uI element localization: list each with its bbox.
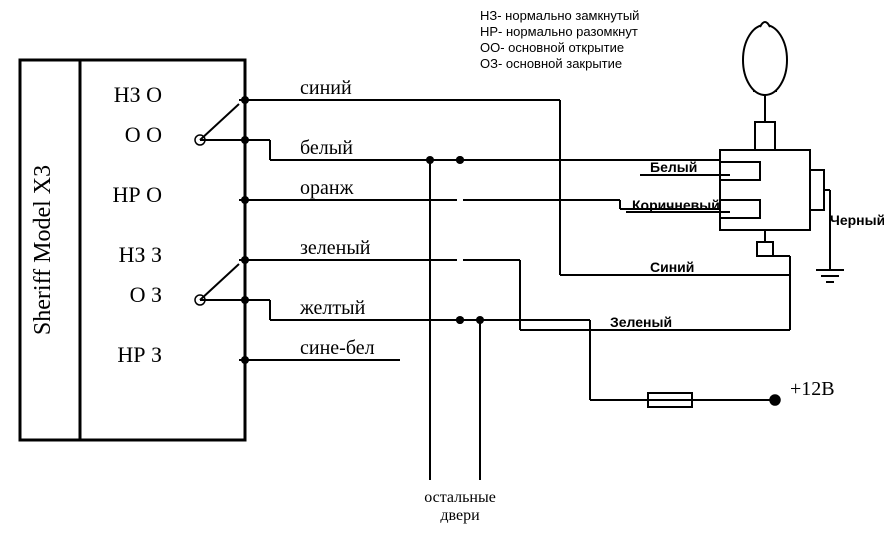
module-title: Sheriff Model X3 <box>30 165 56 335</box>
act-label-green: Зеленый <box>610 314 672 330</box>
act-label-black: Черный <box>830 212 884 228</box>
legend-line-1: НР- нормально разомкнут <box>480 24 638 39</box>
legend-line-0: НЗ- нормально замкнутый <box>480 8 639 23</box>
wire-label-yellow: желтый <box>299 297 366 319</box>
doors-caption-2: двери <box>440 507 480 524</box>
act-label-white: Белый <box>650 159 697 175</box>
pin-label-o_z: О З <box>130 282 162 307</box>
pin-label-nz_o: НЗ О <box>114 82 162 107</box>
legend-line-3: ОЗ- основной закрытие <box>480 56 622 71</box>
pin-label-o_o: О О <box>125 122 162 147</box>
wire-label-orange: оранж <box>300 177 354 199</box>
wire-label-white: белый <box>300 137 353 159</box>
power-label: +12В <box>790 378 835 400</box>
wire-label-blue: синий <box>300 77 352 99</box>
wire-label-bluewhite: сине-бел <box>300 337 375 359</box>
pin-label-np_z: НР З <box>117 342 162 367</box>
wire-label-green: зеленый <box>300 237 371 259</box>
legend-line-2: ОО- основной открытие <box>480 40 624 55</box>
doors-caption-1: остальные <box>424 489 496 506</box>
act-label-blue: Синий <box>650 259 694 275</box>
actuator-bulb <box>743 25 787 95</box>
act-label-brown: Коричневый <box>632 197 720 213</box>
pin-label-nz_z: НЗ З <box>119 242 162 267</box>
pin-label-np_o: НР О <box>112 182 162 207</box>
